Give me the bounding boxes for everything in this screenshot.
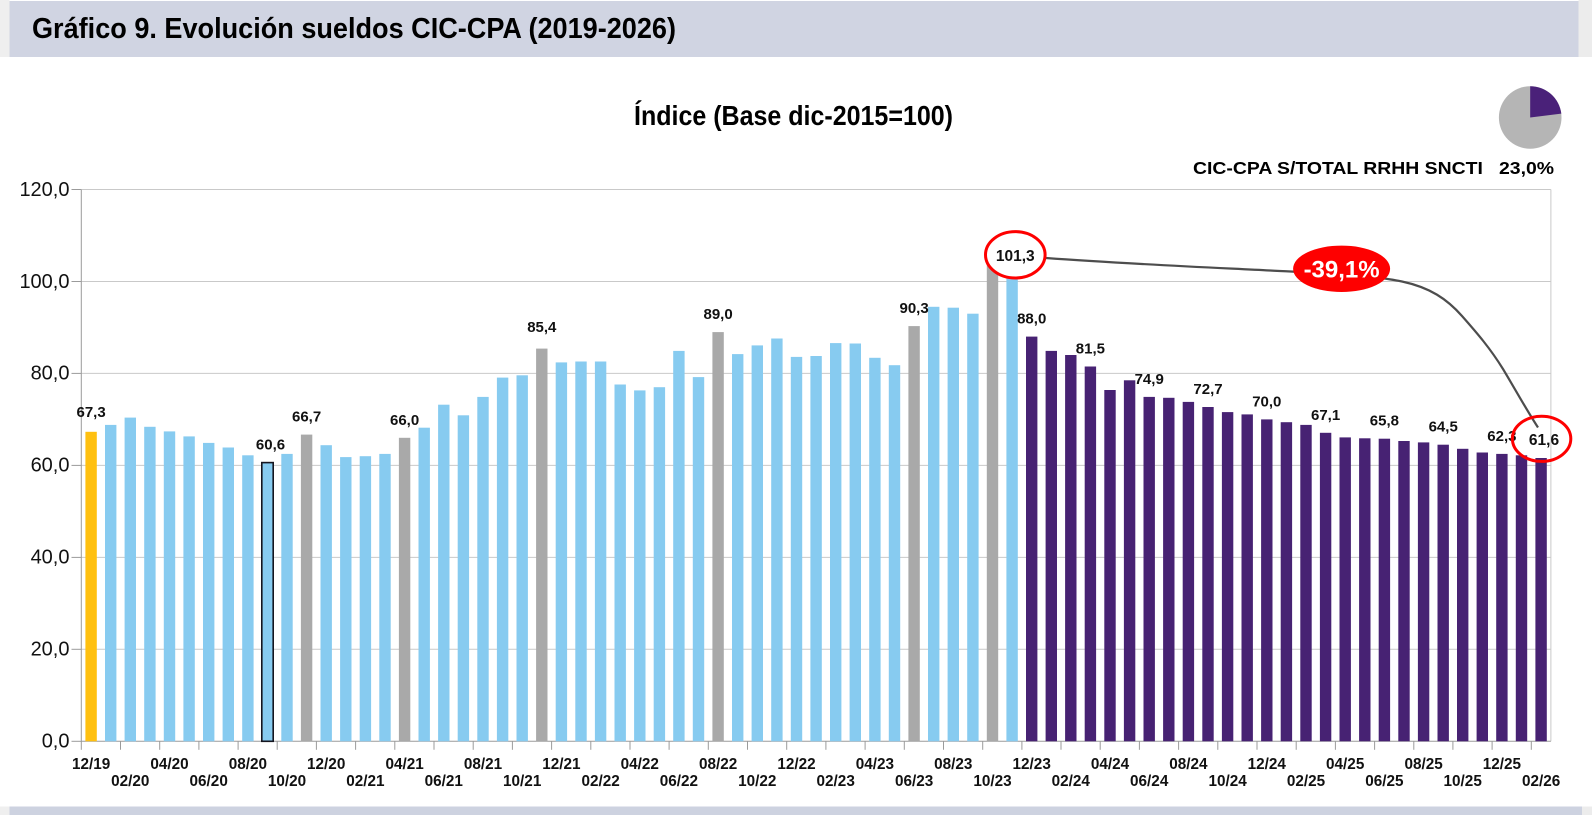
svg-text:10/22: 10/22 bbox=[738, 773, 776, 790]
svg-text:02/26: 02/26 bbox=[1522, 773, 1560, 790]
svg-text:10/25: 10/25 bbox=[1444, 773, 1483, 790]
svg-text:81,5: 81,5 bbox=[1076, 341, 1105, 358]
svg-text:66,7: 66,7 bbox=[292, 409, 321, 426]
svg-text:-39,1%: -39,1% bbox=[1304, 257, 1380, 284]
svg-text:02/25: 02/25 bbox=[1287, 773, 1326, 790]
svg-text:120,0: 120,0 bbox=[19, 179, 69, 201]
svg-text:67,1: 67,1 bbox=[1311, 407, 1340, 424]
svg-text:12/25: 12/25 bbox=[1483, 756, 1522, 773]
svg-text:04/22: 04/22 bbox=[621, 756, 659, 773]
svg-text:08/25: 08/25 bbox=[1404, 756, 1443, 773]
svg-text:02/21: 02/21 bbox=[346, 773, 385, 790]
svg-text:06/24: 06/24 bbox=[1130, 773, 1169, 790]
svg-text:06/23: 06/23 bbox=[895, 773, 933, 790]
svg-text:70,0: 70,0 bbox=[1252, 393, 1281, 410]
svg-text:10/23: 10/23 bbox=[973, 773, 1011, 790]
svg-text:20,0: 20,0 bbox=[31, 639, 70, 661]
svg-text:80,0: 80,0 bbox=[31, 363, 70, 385]
svg-text:04/24: 04/24 bbox=[1091, 756, 1130, 773]
svg-text:Gráfico 9. Evolución sueldos C: Gráfico 9. Evolución sueldos CIC-CPA (20… bbox=[32, 13, 676, 45]
svg-text:12/19: 12/19 bbox=[72, 756, 110, 773]
svg-text:60,0: 60,0 bbox=[31, 455, 70, 477]
svg-text:66,0: 66,0 bbox=[390, 412, 419, 429]
svg-text:40,0: 40,0 bbox=[31, 547, 70, 569]
svg-text:85,4: 85,4 bbox=[527, 319, 557, 336]
svg-text:04/23: 04/23 bbox=[856, 756, 894, 773]
svg-text:67,3: 67,3 bbox=[76, 404, 105, 421]
svg-text:08/23: 08/23 bbox=[934, 756, 972, 773]
svg-text:04/25: 04/25 bbox=[1326, 756, 1365, 773]
svg-text:74,9: 74,9 bbox=[1135, 371, 1164, 388]
svg-text:12/22: 12/22 bbox=[777, 756, 815, 773]
svg-text:04/21: 04/21 bbox=[385, 756, 424, 773]
svg-text:60,6: 60,6 bbox=[256, 437, 285, 454]
svg-text:89,0: 89,0 bbox=[703, 306, 732, 323]
svg-text:65,8: 65,8 bbox=[1370, 413, 1399, 430]
svg-text:02/22: 02/22 bbox=[581, 773, 619, 790]
svg-text:Índice (Base dic-2015=100): Índice (Base dic-2015=100) bbox=[634, 100, 953, 131]
svg-text:0,0: 0,0 bbox=[42, 731, 70, 753]
svg-text:04/20: 04/20 bbox=[150, 756, 188, 773]
svg-text:08/22: 08/22 bbox=[699, 756, 737, 773]
svg-text:100,0: 100,0 bbox=[19, 271, 69, 293]
svg-text:08/24: 08/24 bbox=[1169, 756, 1208, 773]
svg-text:10/24: 10/24 bbox=[1208, 773, 1247, 790]
svg-text:12/20: 12/20 bbox=[307, 756, 345, 773]
svg-text:02/24: 02/24 bbox=[1052, 773, 1091, 790]
svg-text:02/20: 02/20 bbox=[111, 773, 149, 790]
svg-text:06/25: 06/25 bbox=[1365, 773, 1404, 790]
svg-text:88,0: 88,0 bbox=[1017, 311, 1046, 328]
svg-text:02/23: 02/23 bbox=[817, 773, 855, 790]
svg-text:61,6: 61,6 bbox=[1529, 432, 1560, 449]
svg-text:101,3: 101,3 bbox=[996, 248, 1035, 265]
svg-text:10/20: 10/20 bbox=[268, 773, 306, 790]
svg-text:06/21: 06/21 bbox=[425, 773, 464, 790]
svg-text:64,5: 64,5 bbox=[1429, 419, 1458, 436]
svg-text:12/21: 12/21 bbox=[542, 756, 581, 773]
svg-text:06/20: 06/20 bbox=[190, 773, 228, 790]
svg-text:08/20: 08/20 bbox=[229, 756, 267, 773]
svg-text:08/21: 08/21 bbox=[464, 756, 503, 773]
svg-text:CIC-CPA S/TOTAL RRHH SNCTI 2: CIC-CPA S/TOTAL RRHH SNCTI 23,0% bbox=[1193, 158, 1554, 178]
svg-text:06/22: 06/22 bbox=[660, 773, 698, 790]
svg-text:12/24: 12/24 bbox=[1248, 756, 1287, 773]
svg-text:72,7: 72,7 bbox=[1193, 381, 1222, 398]
svg-text:12/23: 12/23 bbox=[1013, 756, 1051, 773]
svg-text:90,3: 90,3 bbox=[899, 300, 928, 317]
svg-text:10/21: 10/21 bbox=[503, 773, 542, 790]
